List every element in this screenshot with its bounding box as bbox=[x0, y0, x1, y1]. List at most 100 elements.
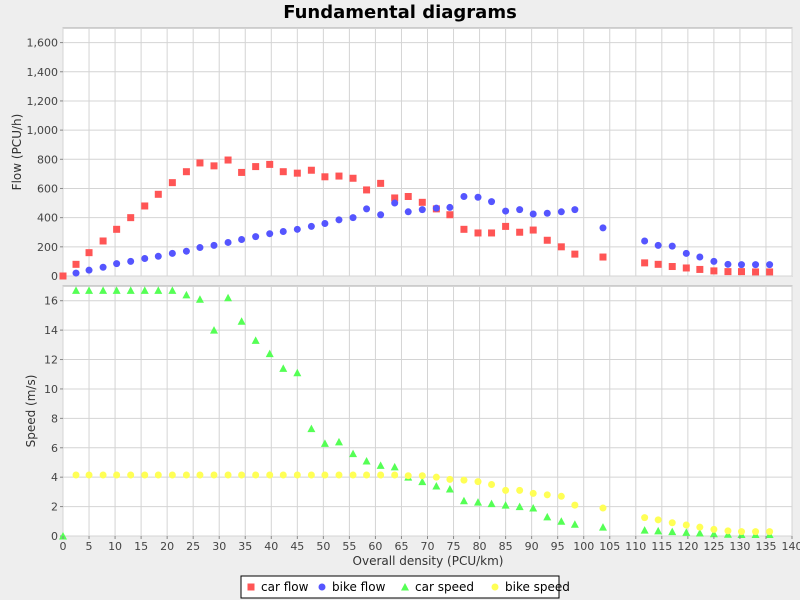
car-flow-point bbox=[668, 263, 676, 271]
bike-flow-point bbox=[668, 242, 676, 250]
car-speed-point bbox=[709, 529, 718, 538]
car-flow-point bbox=[72, 260, 80, 268]
car-speed-point bbox=[59, 532, 67, 540]
car-speed-point bbox=[557, 517, 566, 525]
bike-speed-point bbox=[141, 471, 149, 479]
bike-flow-point bbox=[85, 266, 93, 274]
bike-flow-point bbox=[99, 263, 107, 271]
bike-flow-point bbox=[571, 206, 579, 214]
x-tick-label: 105 bbox=[599, 540, 620, 553]
flow-y-tick-label: 1,400 bbox=[27, 66, 59, 79]
bike-flow-point bbox=[516, 206, 524, 214]
bike-flow-point bbox=[710, 257, 718, 265]
x-tick-label: 120 bbox=[677, 540, 698, 553]
bike-speed-point bbox=[752, 528, 760, 536]
car-flow-point bbox=[557, 243, 565, 251]
bike-flow-point bbox=[557, 208, 565, 216]
car-speed-point bbox=[515, 502, 524, 511]
bike-flow-point bbox=[502, 207, 510, 215]
car-flow-point bbox=[391, 194, 399, 202]
bike-flow-point bbox=[363, 205, 371, 213]
car-flow-point bbox=[154, 190, 162, 198]
car-speed-point bbox=[432, 482, 441, 490]
bike-speed-point bbox=[529, 489, 537, 497]
series-bike-speed bbox=[72, 471, 774, 536]
x-axis-ticks: 0 5 10 15 20 25 30 35 40 45 50 55 60 65 70 75 80 85 90 95 10… bbox=[60, 536, 800, 553]
car-flow-point bbox=[321, 173, 329, 181]
car-flow-point bbox=[724, 268, 732, 276]
bike-flow-point bbox=[335, 216, 343, 224]
bike-speed-point bbox=[99, 471, 107, 479]
flow-y-tick-label: 200 bbox=[37, 241, 58, 254]
flow-y-tick-label: 600 bbox=[37, 182, 58, 195]
bike-flow-point bbox=[696, 253, 704, 261]
car-speed-point bbox=[224, 293, 233, 302]
bike-flow-point bbox=[724, 260, 732, 268]
legend-marker-bike-speed bbox=[491, 583, 499, 591]
bike-speed-point bbox=[641, 514, 649, 522]
bike-speed-point bbox=[724, 527, 732, 535]
bike-flow-point bbox=[321, 219, 329, 227]
car-speed-point bbox=[293, 368, 302, 377]
car-speed-point bbox=[251, 336, 260, 344]
flow-grid bbox=[62, 28, 793, 277]
bike-speed-point bbox=[710, 525, 718, 533]
bike-speed-point bbox=[182, 471, 190, 479]
car-flow-point bbox=[307, 166, 315, 174]
speed-series-marks bbox=[59, 286, 774, 540]
x-tick-label: 5 bbox=[86, 540, 93, 553]
bike-flow-point bbox=[113, 260, 121, 268]
speed-y-tick-label: 0 bbox=[51, 530, 58, 543]
car-speed-point bbox=[195, 295, 204, 303]
car-flow-point bbox=[682, 264, 690, 272]
x-tick-label: 0 bbox=[60, 540, 67, 553]
car-speed-point bbox=[501, 501, 510, 509]
car-speed-point bbox=[570, 520, 579, 528]
legend-marker-car-speed bbox=[401, 583, 409, 591]
bike-flow-point bbox=[293, 225, 301, 233]
bike-flow-point bbox=[529, 210, 537, 218]
car-flow-point bbox=[654, 260, 662, 268]
car-speed-point bbox=[237, 317, 246, 325]
car-speed-point bbox=[334, 437, 343, 446]
car-speed-point bbox=[140, 286, 149, 294]
bike-flow-point bbox=[182, 247, 190, 255]
car-flow-point bbox=[710, 267, 718, 275]
speed-panel: 0 2 4 6 8 10 12 14 16 Speed (m/s) bbox=[24, 285, 793, 543]
car-speed-point bbox=[349, 449, 358, 458]
x-tick-label: 80 bbox=[473, 540, 487, 553]
car-flow-point bbox=[335, 172, 343, 180]
x-tick-label: 90 bbox=[525, 540, 539, 553]
bike-speed-point bbox=[543, 491, 551, 499]
bike-flow-point bbox=[737, 261, 745, 269]
legend-marker-bike-flow bbox=[318, 583, 326, 591]
car-flow-point bbox=[543, 236, 551, 244]
car-flow-point bbox=[641, 259, 649, 267]
bike-speed-point bbox=[391, 471, 399, 479]
bike-flow-point bbox=[349, 214, 357, 222]
bike-flow-point bbox=[72, 269, 80, 277]
x-tick-label: 25 bbox=[186, 540, 200, 553]
speed-y-tick-label: 2 bbox=[51, 501, 58, 514]
bike-speed-point bbox=[335, 471, 343, 479]
bike-speed-point bbox=[238, 471, 246, 479]
car-flow-point bbox=[529, 226, 537, 234]
x-tick-label: 60 bbox=[368, 540, 382, 553]
bike-speed-point bbox=[446, 475, 454, 483]
bike-flow-point bbox=[196, 244, 204, 252]
bike-flow-point bbox=[474, 193, 482, 201]
car-flow-point bbox=[279, 168, 287, 176]
car-speed-point bbox=[265, 349, 274, 358]
speed-y-axis-label: Speed (m/s) bbox=[24, 375, 38, 448]
car-flow-point bbox=[446, 211, 454, 219]
car-speed-point bbox=[99, 286, 108, 294]
flow-y-tick-label: 0 bbox=[51, 270, 58, 283]
legend-item-car-flow: car flow bbox=[247, 580, 309, 594]
bike-flow-point bbox=[641, 237, 649, 245]
bike-flow-point bbox=[488, 198, 496, 206]
car-speed-point bbox=[640, 526, 649, 534]
car-speed-point bbox=[459, 496, 468, 505]
bike-flow-point bbox=[460, 192, 468, 200]
speed-y-tick-label: 6 bbox=[51, 442, 58, 455]
car-speed-point bbox=[307, 424, 316, 433]
